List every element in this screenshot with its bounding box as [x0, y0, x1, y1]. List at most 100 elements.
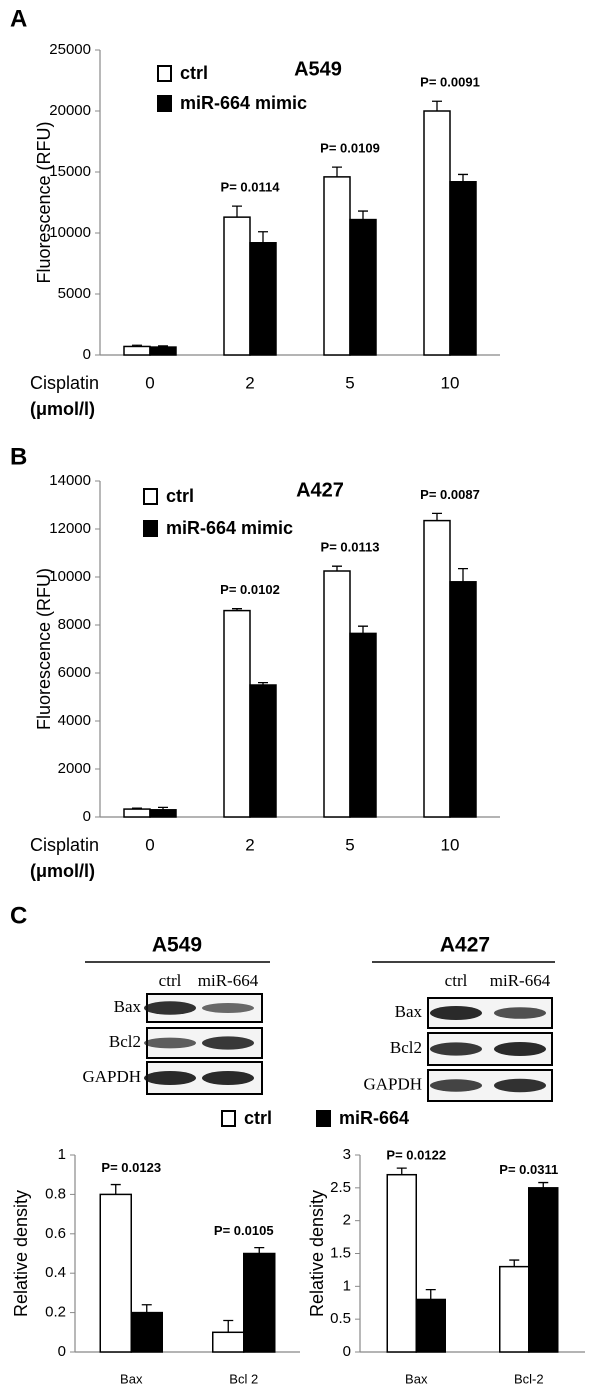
y-tick-label: 3	[343, 1146, 351, 1163]
x-tick-label: 2	[245, 373, 254, 392]
legend-label: miR-664 mimic	[180, 93, 307, 113]
error-bar	[358, 210, 368, 220]
chart-title: A427	[296, 479, 344, 501]
x-tick-label: 2	[245, 835, 254, 854]
y-tick-label: 1	[58, 1146, 66, 1163]
p-value: P= 0.0123	[101, 1160, 161, 1175]
error-bar	[232, 608, 242, 611]
y-tick-label: 0.8	[45, 1185, 66, 1202]
bar	[123, 808, 151, 818]
y-tick-label: 10000	[49, 568, 91, 585]
bar	[449, 181, 477, 356]
y-tick-label: 0	[83, 346, 91, 363]
error-bar	[158, 345, 168, 348]
error-bar	[396, 1167, 407, 1175]
legend-swatch	[157, 95, 172, 112]
bar	[249, 684, 277, 818]
lane-label: ctrl	[159, 971, 182, 990]
y-tick-label: 2	[343, 1212, 351, 1229]
blot-band	[144, 1071, 196, 1085]
y-tick-label: 0.4	[45, 1264, 66, 1281]
row-label: Bcl2	[109, 1032, 141, 1051]
x-axis-label: Cisplatin	[30, 835, 99, 855]
blot-band	[430, 1006, 482, 1020]
y-tick-label: 2.5	[330, 1179, 351, 1196]
blot-band	[202, 1036, 254, 1050]
y-tick-label: 12000	[49, 520, 91, 537]
bar	[130, 1311, 163, 1353]
y-tick-label: 0	[343, 1343, 351, 1360]
error-bar	[158, 806, 168, 810]
bar	[349, 218, 377, 356]
x-tick-label: 0	[145, 835, 154, 854]
x-tick-label: 10	[441, 835, 460, 854]
x-tick-label: Bax	[405, 1371, 428, 1386]
error-bar	[258, 681, 268, 685]
error-bar	[358, 625, 368, 634]
y-axis-label: Relative density	[307, 1190, 327, 1317]
error-bar	[538, 1181, 549, 1188]
bar	[423, 110, 451, 356]
bar	[212, 1331, 245, 1353]
error-bar	[110, 1183, 121, 1195]
y-tick-label: 0.5	[330, 1310, 351, 1327]
x-tick-label: 5	[345, 835, 354, 854]
p-value: P= 0.0114	[221, 180, 281, 195]
y-tick-label: 0	[83, 808, 91, 825]
p-value: P= 0.0105	[214, 1223, 274, 1238]
bar	[223, 216, 251, 356]
y-tick-label: 8000	[58, 616, 91, 633]
legend-swatch	[316, 1110, 331, 1127]
y-tick-label: 25000	[49, 41, 91, 58]
bar	[149, 809, 177, 818]
blot-band	[494, 1042, 546, 1056]
legend-swatch	[221, 1110, 236, 1127]
blot-band	[144, 1001, 196, 1015]
legend-swatch	[157, 65, 172, 82]
bar	[449, 581, 477, 818]
p-value: P= 0.0102	[220, 582, 280, 597]
y-tick-label: 10000	[49, 224, 91, 241]
p-value: P= 0.0109	[320, 141, 380, 156]
bar	[223, 609, 251, 818]
y-tick-label: 1	[343, 1277, 351, 1294]
row-label: Bcl2	[390, 1038, 422, 1057]
error-bar	[432, 512, 442, 521]
chart-title: A549	[294, 58, 342, 80]
blot-title: A427	[440, 934, 490, 957]
row-label: GAPDH	[363, 1074, 422, 1093]
error-bar	[332, 565, 342, 571]
bar	[323, 176, 351, 356]
y-tick-label: 0.2	[45, 1304, 66, 1321]
error-bar	[141, 1304, 152, 1313]
x-tick-label: Bcl-2	[514, 1371, 544, 1386]
bar	[323, 570, 351, 818]
error-bar	[223, 1319, 234, 1333]
x-axis-unit: (μmol/l)	[30, 861, 95, 881]
y-tick-label: 20000	[49, 102, 91, 119]
error-bar	[425, 1288, 436, 1300]
y-tick-label: 4000	[58, 712, 91, 729]
x-tick-label: 5	[345, 373, 354, 392]
blot-title: A549	[152, 934, 202, 957]
error-bar	[509, 1259, 520, 1267]
blot-band	[430, 1079, 482, 1092]
bar	[99, 1193, 132, 1353]
lane-label: miR-664	[198, 971, 259, 990]
x-tick-label: 0	[145, 373, 154, 392]
bar	[386, 1173, 417, 1353]
blot-band	[430, 1042, 482, 1056]
panel-letter: C	[10, 902, 27, 929]
row-label: GAPDH	[82, 1067, 141, 1086]
y-tick-label: 1.5	[330, 1244, 351, 1261]
x-axis-label: Cisplatin	[30, 373, 99, 393]
row-label: Bax	[395, 1002, 423, 1021]
error-bar	[232, 205, 242, 218]
x-tick-label: Bcl 2	[229, 1371, 258, 1386]
error-bar	[254, 1246, 265, 1254]
bar	[149, 346, 177, 356]
legend-label: ctrl	[180, 63, 208, 83]
y-tick-label: 15000	[49, 163, 91, 180]
blot-band	[202, 1003, 254, 1013]
x-tick-label: Bax	[120, 1371, 143, 1386]
